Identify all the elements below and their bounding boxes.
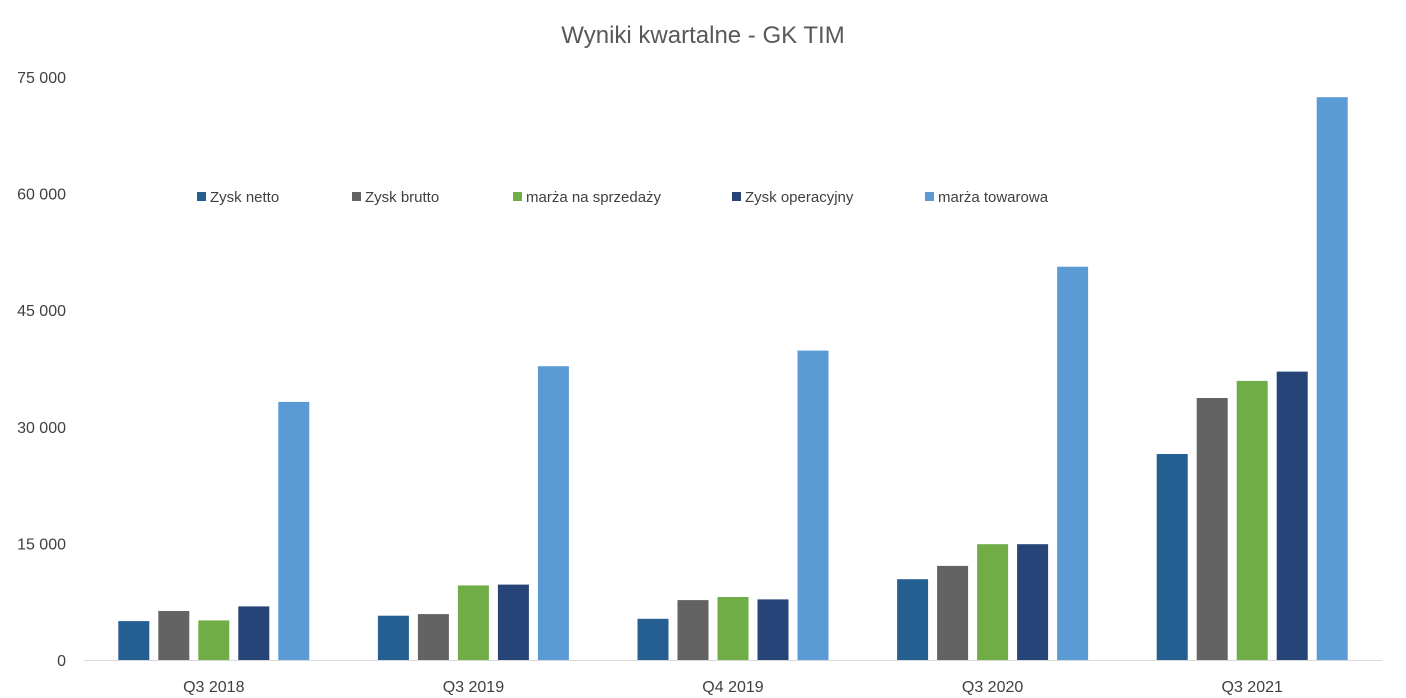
bar	[158, 611, 190, 660]
legend-swatch	[513, 192, 522, 201]
legend-swatch	[352, 192, 361, 201]
chart-title: Wyniki kwartalne - GK TIM	[561, 22, 844, 49]
y-tick-label: 0	[57, 653, 66, 670]
bar	[238, 606, 270, 660]
y-tick-label: 30 000	[17, 420, 66, 437]
bars	[118, 97, 1348, 660]
bar	[757, 599, 789, 660]
y-axis: 0 15 000 30 000 45 000 60 000 75 000	[17, 70, 66, 670]
legend-label: Zysk brutto	[365, 189, 439, 206]
bar	[1017, 544, 1049, 660]
bar	[937, 565, 969, 660]
legend-label: marża na sprzedaży	[526, 189, 662, 206]
legend-swatch	[925, 192, 934, 201]
y-tick-label: 45 000	[17, 303, 66, 320]
bar	[118, 621, 150, 660]
y-tick-label: 60 000	[17, 187, 66, 204]
legend-item: marża towarowa	[925, 189, 1049, 206]
bar	[897, 579, 929, 660]
bar	[677, 600, 709, 660]
legend-swatch	[197, 192, 206, 201]
legend-item: Zysk brutto	[352, 189, 439, 206]
legend-item: Zysk operacyjny	[732, 189, 854, 206]
x-tick-label: Q3 2021	[1222, 679, 1283, 696]
x-tick-label: Q3 2020	[962, 679, 1023, 696]
bar	[537, 366, 569, 660]
y-tick-label: 15 000	[17, 536, 66, 553]
legend: Zysk netto Zysk brutto marża na sprzedaży Z…	[197, 189, 1049, 206]
bar	[198, 620, 230, 660]
y-tick-label: 75 000	[17, 70, 66, 87]
legend-item: Zysk netto	[197, 189, 279, 206]
legend-label: Zysk netto	[210, 189, 279, 206]
legend-label: Zysk operacyjny	[745, 189, 854, 206]
bar	[1276, 371, 1308, 660]
bar	[717, 597, 749, 660]
x-tick-label: Q4 2019	[702, 679, 763, 696]
bar	[497, 584, 529, 660]
legend-swatch	[732, 192, 741, 201]
legend-label: marża towarowa	[938, 189, 1049, 206]
bar	[797, 350, 829, 660]
bar	[1196, 398, 1228, 660]
x-tick-label: Q3 2019	[443, 679, 504, 696]
x-axis: Q3 2018 Q3 2019 Q4 2019 Q3 2020 Q3 2021	[84, 660, 1382, 696]
bar	[278, 401, 310, 660]
bar	[377, 615, 409, 660]
bar	[457, 585, 489, 660]
bar	[1156, 454, 1188, 660]
bar	[1236, 380, 1268, 660]
bar	[1057, 266, 1089, 660]
x-tick-label: Q3 2018	[183, 679, 244, 696]
bar	[977, 544, 1009, 660]
bar	[417, 614, 449, 660]
legend-item: marża na sprzedaży	[513, 189, 662, 206]
bar	[637, 618, 669, 660]
bar	[1316, 97, 1348, 660]
